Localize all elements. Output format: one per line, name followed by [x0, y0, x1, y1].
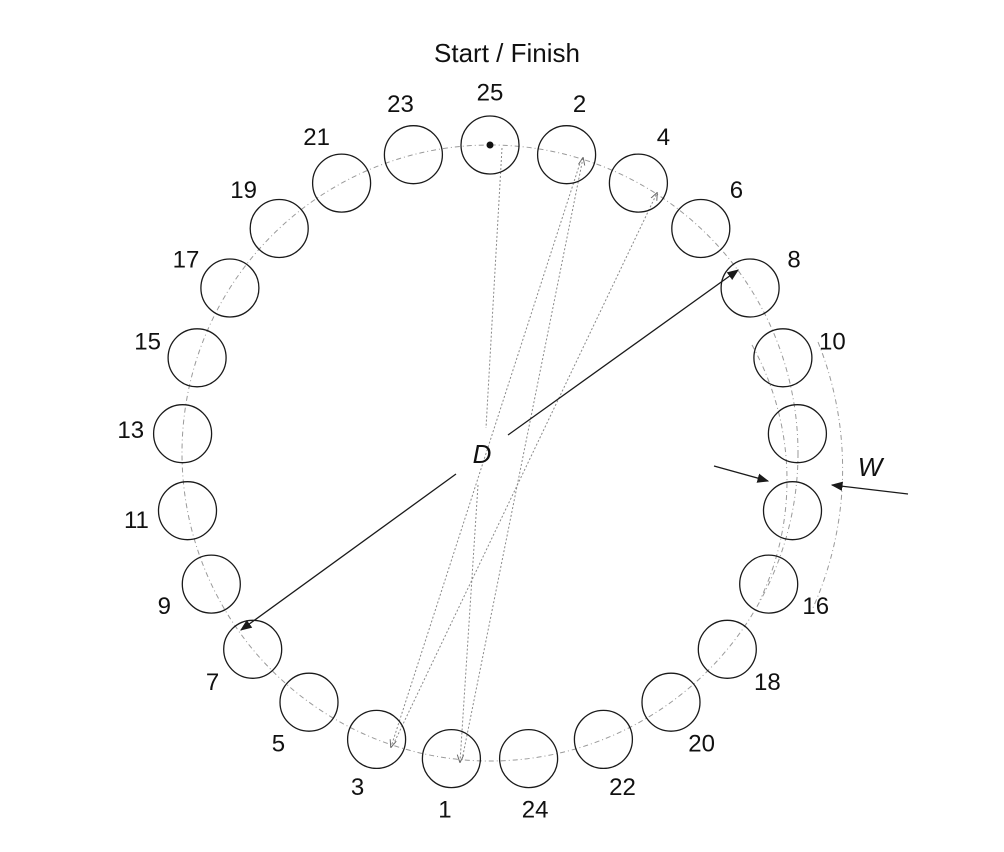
diameter-arrow-upper: [507, 269, 739, 436]
width-band-inner: [751, 344, 788, 601]
target-circle-18: [157, 481, 218, 541]
target-circle-6: [767, 404, 828, 464]
target-label-22: 19: [230, 177, 257, 204]
target-label-16: 7: [206, 669, 219, 696]
guide-circle: [181, 144, 799, 762]
target-label-15: 5: [272, 731, 285, 758]
target-label-2: 4: [657, 124, 670, 151]
target-circle-14: [346, 709, 407, 770]
target-label-24: 23: [387, 91, 414, 118]
target-circle-3: [671, 198, 731, 259]
target-circle-4: [720, 258, 780, 318]
target-label-14: 3: [351, 774, 364, 801]
target-label-19: 13: [117, 417, 144, 444]
width-arrow-left: [713, 465, 770, 483]
target-circle-20: [167, 328, 227, 388]
target-circle-13: [421, 728, 482, 789]
target-circle-0: [460, 115, 520, 175]
start-dot: [486, 141, 494, 149]
target-label-23: 21: [303, 124, 330, 151]
target-label-3: 6: [730, 177, 743, 204]
target-label-11: 22: [609, 774, 636, 801]
width-label: W: [858, 452, 885, 482]
target-circle-21: [200, 258, 260, 318]
target-circle-16: [223, 619, 283, 679]
target-label-12: 24: [522, 797, 549, 824]
title-label: Start / Finish: [434, 38, 580, 68]
path-25-to-D: [485, 147, 503, 429]
target-circle-1: [536, 125, 597, 185]
movement-paths: [391, 147, 657, 762]
target-label-17: 9: [158, 593, 171, 620]
target-label-21: 17: [173, 247, 200, 274]
target-circle-9: [697, 619, 757, 679]
target-label-10: 20: [688, 731, 715, 758]
path-2-to-3: [391, 159, 582, 747]
target-label-20: 15: [134, 328, 161, 355]
target-circle-2: [608, 153, 669, 213]
target-circle-5: [753, 328, 813, 388]
target-label-9: 18: [754, 669, 781, 696]
target-label-5: 10: [819, 328, 846, 355]
distance-label: D: [473, 439, 492, 469]
target-circle-11: [573, 709, 634, 770]
target-circle-22: [249, 198, 309, 259]
target-circle-7: [762, 481, 823, 541]
target-label-18: 11: [124, 507, 149, 534]
target-circle-23: [311, 153, 372, 213]
target-circle-12: [498, 728, 559, 789]
target-label-8: 16: [802, 593, 829, 620]
target-circle-15: [279, 672, 339, 732]
target-label-13: 1: [438, 797, 451, 824]
target-circle-17: [181, 554, 241, 614]
diameter-arrow-lower: [240, 473, 457, 631]
target-label-4: 8: [787, 247, 800, 274]
path-3-to-4: [392, 193, 657, 746]
target-label-1: 2: [573, 91, 586, 118]
width-band-outer: [811, 341, 844, 611]
width-arrow-right: [830, 481, 909, 495]
target-circle-24: [383, 125, 444, 185]
target-label-0: 25: [477, 80, 504, 107]
target-circle-10: [641, 672, 701, 732]
target-circle-19: [152, 404, 213, 464]
target-circle-8: [739, 554, 799, 614]
